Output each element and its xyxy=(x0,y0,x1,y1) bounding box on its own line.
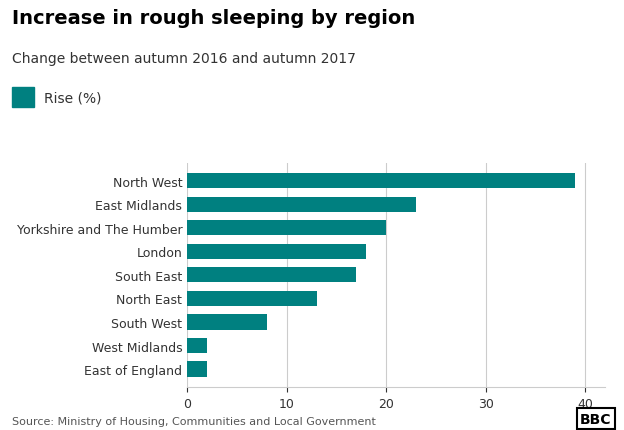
Bar xyxy=(187,197,416,212)
Bar xyxy=(187,221,386,236)
Text: Increase in rough sleeping by region: Increase in rough sleeping by region xyxy=(12,9,416,28)
Text: Source: Ministry of Housing, Communities and Local Government: Source: Ministry of Housing, Communities… xyxy=(12,416,376,426)
Bar xyxy=(187,362,207,377)
Bar xyxy=(187,291,316,306)
Text: BBC: BBC xyxy=(580,412,612,426)
Text: Change between autumn 2016 and autumn 2017: Change between autumn 2016 and autumn 20… xyxy=(12,52,356,65)
Bar xyxy=(187,315,267,330)
Bar xyxy=(187,267,356,283)
Bar xyxy=(187,174,575,189)
Bar xyxy=(187,244,366,259)
Bar xyxy=(187,338,207,353)
Text: Rise (%): Rise (%) xyxy=(44,91,101,105)
